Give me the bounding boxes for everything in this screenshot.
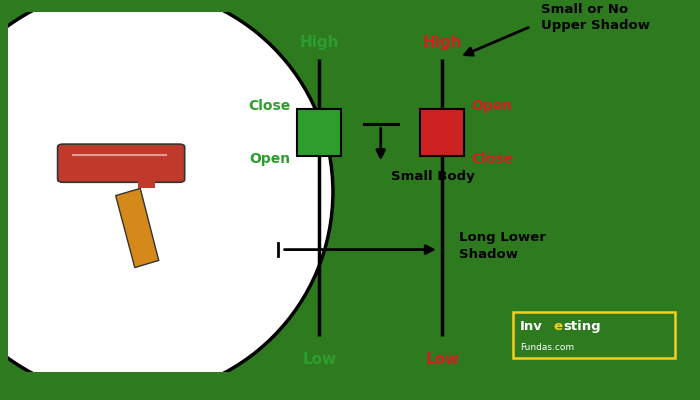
Text: Low: Low	[302, 352, 336, 367]
Bar	[297, 109, 342, 156]
Text: Open: Open	[471, 99, 512, 113]
Text: High: High	[423, 35, 462, 50]
Text: Long Lower
Shadow: Long Lower Shadow	[459, 232, 546, 260]
Text: Low: Low	[425, 352, 459, 367]
Bar	[138, 174, 155, 188]
Bar	[420, 109, 464, 156]
Text: e: e	[553, 320, 562, 334]
FancyBboxPatch shape	[57, 144, 185, 182]
Text: sting: sting	[564, 320, 601, 334]
Text: Fundas.com: Fundas.com	[520, 342, 574, 352]
Text: Small Body: Small Body	[391, 170, 475, 183]
Text: Close: Close	[471, 152, 514, 166]
Text: Close: Close	[248, 99, 290, 113]
Text: Open: Open	[249, 152, 290, 166]
Text: Inv: Inv	[520, 320, 543, 334]
Text: High: High	[300, 35, 339, 50]
Text: Small or No
Upper Shadow: Small or No Upper Shadow	[541, 3, 650, 32]
FancyBboxPatch shape	[510, 311, 678, 361]
Polygon shape	[116, 188, 159, 268]
Ellipse shape	[0, 0, 333, 397]
